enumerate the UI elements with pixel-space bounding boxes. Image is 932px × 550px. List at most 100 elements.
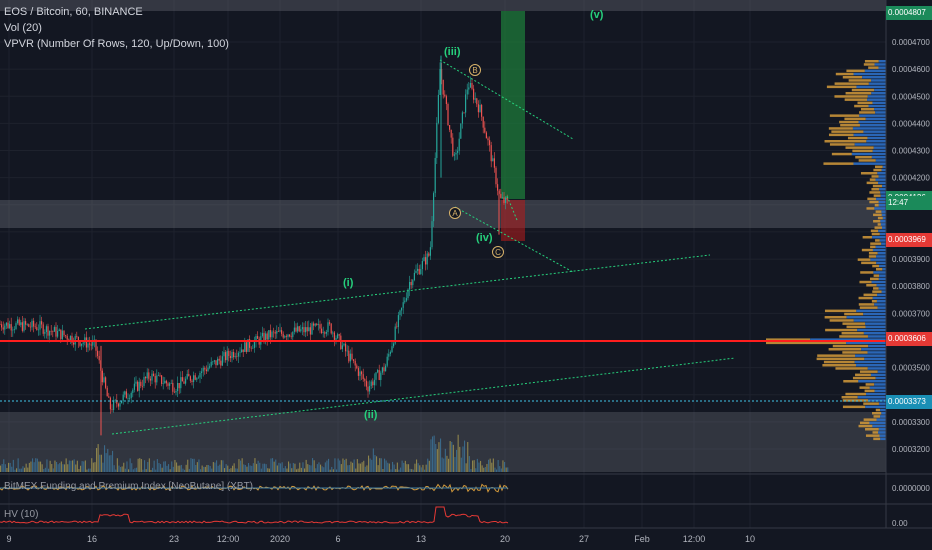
volume-bar xyxy=(209,466,211,472)
vpvr-row-down xyxy=(872,101,886,105)
candle-body xyxy=(228,350,230,357)
candle-body xyxy=(9,324,11,328)
volume-bar xyxy=(75,464,77,472)
volume-bar xyxy=(347,465,349,472)
candle-body xyxy=(252,348,254,349)
candle-body xyxy=(18,319,20,325)
candle-body xyxy=(373,379,375,386)
vpvr-row-up xyxy=(845,92,872,95)
volume-bar xyxy=(179,465,181,472)
candle-body xyxy=(268,330,270,340)
volume-bar xyxy=(64,464,66,472)
vpvr-row-up xyxy=(859,370,878,373)
volume-bar xyxy=(217,465,219,472)
candle-body xyxy=(122,394,124,401)
candle-body xyxy=(333,332,335,340)
time-axis-label: 16 xyxy=(87,534,97,544)
vpvr-row-up xyxy=(871,188,880,191)
volume-bar xyxy=(366,465,368,472)
candle-body xyxy=(194,375,196,380)
candle-body xyxy=(60,329,62,340)
vpvr-row-down xyxy=(881,210,886,213)
volume-bar xyxy=(59,463,61,472)
vpvr-row-up xyxy=(848,79,872,82)
wave-label-iv: (iv) xyxy=(476,232,493,244)
vpvr-legend[interactable]: VPVR (Number Of Rows, 120, Up/Down, 100) xyxy=(4,38,229,50)
symbol-legend[interactable]: EOS / Bitcoin, 60, BINANCE xyxy=(4,6,143,18)
candle-body xyxy=(253,341,255,349)
hv-legend[interactable]: HV (10) xyxy=(4,509,39,520)
volume-bar xyxy=(83,461,85,472)
candle-body xyxy=(236,356,238,357)
volume-bar xyxy=(481,465,483,472)
volume-bar xyxy=(97,444,99,472)
volume-bar xyxy=(331,466,333,472)
volume-bar xyxy=(336,469,338,472)
volume-bar xyxy=(148,458,150,472)
volume-bar xyxy=(57,464,59,472)
vpvr-row-down xyxy=(871,92,886,95)
vpvr-row-down xyxy=(874,303,886,306)
volume-bar xyxy=(259,462,261,472)
candle-body xyxy=(181,377,183,382)
volume-bar xyxy=(193,458,195,472)
candle-body xyxy=(98,356,100,361)
volume-bar xyxy=(398,469,400,472)
candle-body xyxy=(125,391,127,399)
vpvr-row-up xyxy=(872,264,879,268)
vpvr-row-up xyxy=(870,229,879,233)
candle-body xyxy=(380,372,382,380)
volume-bar xyxy=(267,468,269,472)
candle-body xyxy=(386,356,388,366)
volume-bar xyxy=(35,458,37,472)
candle-body xyxy=(41,321,43,325)
candle-body xyxy=(241,349,243,353)
volume-bar xyxy=(430,439,432,472)
candle-body xyxy=(298,326,300,332)
candle-body xyxy=(479,104,481,113)
volume-bar xyxy=(345,458,347,472)
volume-bar xyxy=(28,462,30,472)
volume-bar xyxy=(3,459,5,472)
price-axis[interactable]: 0.0004700 0.0004600 0.0004500 0.0004400 0.00… xyxy=(892,38,930,528)
candle-body xyxy=(124,391,126,395)
time-axis-label: 20 xyxy=(500,534,510,544)
volume-bar xyxy=(476,458,478,472)
hv-path xyxy=(0,506,509,524)
volume-bar xyxy=(414,463,416,472)
candle-body xyxy=(103,377,105,383)
vpvr-row-down xyxy=(877,172,886,175)
volume-bar xyxy=(136,467,138,472)
vpvr-row-down xyxy=(876,284,886,287)
volume-bar xyxy=(449,441,451,472)
volume-bar xyxy=(220,460,222,472)
volume-bar xyxy=(80,465,82,472)
volume-bar xyxy=(456,449,458,472)
volume-bar xyxy=(94,462,96,472)
candle-body xyxy=(490,145,492,162)
candle-body xyxy=(201,371,203,373)
volume-bar xyxy=(192,458,194,472)
time-axis[interactable]: 9 16 23 12:00 2020 6 13 20 27 Feb 12:00 10 xyxy=(6,534,755,544)
vpvr-row-down xyxy=(869,386,886,389)
volume-bar xyxy=(195,464,197,472)
candle-body xyxy=(481,104,483,117)
candle-body xyxy=(482,116,484,128)
candle-body xyxy=(61,330,63,340)
vpvr-row-down xyxy=(878,431,886,434)
candle-body xyxy=(501,197,503,198)
candle-body xyxy=(169,383,171,386)
candle-body xyxy=(263,332,265,342)
vpvr-row-down xyxy=(856,85,886,89)
funding-legend[interactable]: BitMEX Funding and Premium Index [NeoBut… xyxy=(4,481,254,492)
vol-legend[interactable]: Vol (20) xyxy=(4,22,42,34)
vpvr-row-up xyxy=(860,108,875,111)
candle-body xyxy=(116,400,118,404)
hv-line xyxy=(0,506,509,524)
vpvr-row-down xyxy=(878,402,886,405)
candle-body xyxy=(410,281,412,286)
volume-bar xyxy=(12,459,14,472)
vpvr-row-up xyxy=(834,95,868,98)
volume-bar xyxy=(438,442,440,472)
